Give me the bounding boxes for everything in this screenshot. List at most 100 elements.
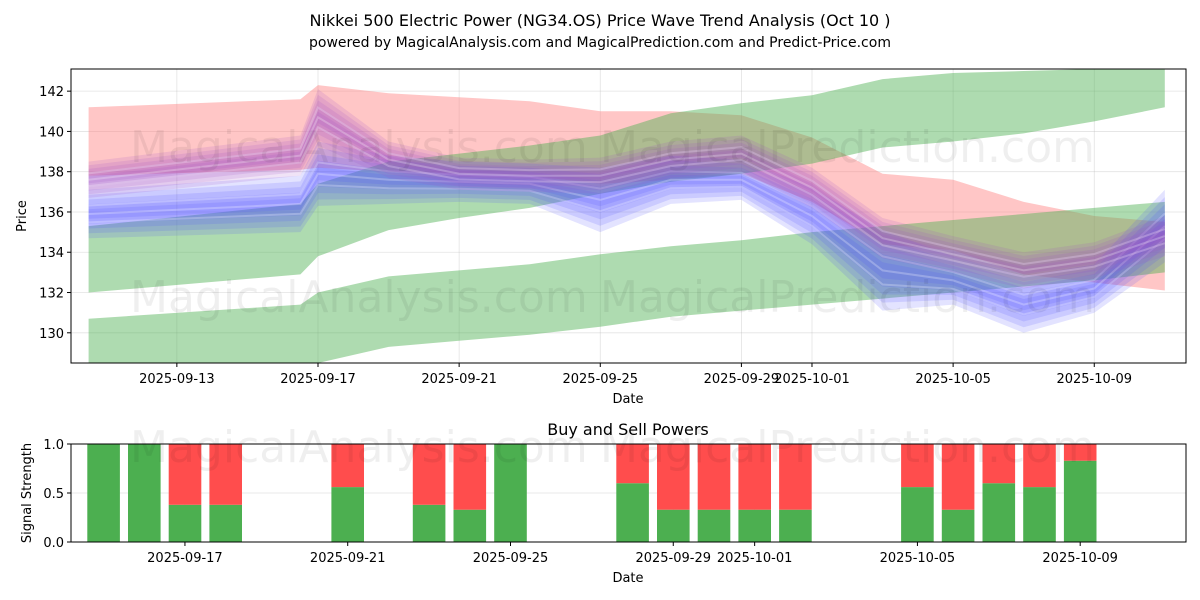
signal-title: Buy and Sell Powers (547, 420, 709, 439)
signal-x-tick-label: 2025-10-05 (880, 551, 956, 566)
price-x-tick-label: 2025-09-13 (139, 372, 215, 387)
sell-bar (1063, 444, 1097, 461)
blue-wave-layer-4 (88, 147, 1165, 328)
price-grid (71, 69, 1186, 363)
buy-bar (901, 487, 934, 542)
buy-bar (168, 504, 202, 542)
price-x-axis: 2025-09-13 2025-09-17 2025-09-21 2025-09-25… (139, 363, 1132, 387)
chart-title: Nikkei 500 Electric Power (NG34.OS) Pric… (309, 11, 890, 30)
purple-wave-layer-3 (88, 100, 1165, 282)
chart-subtitle: powered by MagicalAnalysis.com and Magic… (309, 35, 891, 51)
price-x-tick-label: 2025-09-25 (562, 372, 638, 387)
sell-bar (209, 444, 242, 505)
price-y-tick-label: 132 (39, 287, 64, 302)
sell-bar (697, 444, 731, 510)
purple-wave-streak-0 (88, 125, 1166, 278)
signal-x-tick-label: 2025-10-09 (1042, 551, 1118, 566)
buy-bar (941, 509, 975, 542)
purple-wave-streak-2 (88, 106, 1166, 266)
price-x-tick-label: 2025-09-29 (704, 372, 780, 387)
signal-y-label: Signal Strength (20, 443, 35, 543)
price-x-label: Date (612, 392, 643, 407)
blue-wave-streak-2 (88, 161, 1166, 296)
signal-y-axis: 0.0 0.5 1.0 (43, 438, 71, 551)
price-panel: MagicalAnalysis.com MagicalPrediction.co… (15, 68, 1187, 407)
price-y-tick-label: 130 (39, 327, 64, 342)
buy-bar (453, 509, 487, 542)
sell-bar (1023, 444, 1056, 488)
sell-bar (331, 444, 364, 488)
price-x-tick-label: 2025-10-09 (1056, 372, 1132, 387)
price-y-label: Price (15, 200, 30, 232)
signal-panel: Buy and Sell Powers MagicalAnalysis.com … (20, 420, 1187, 586)
watermark-right-bottom: MagicalPrediction.com (600, 272, 1095, 323)
signal-y-tick-label: 0.5 (43, 487, 64, 502)
sell-bar (779, 444, 812, 510)
signal-x-tick-label: 2025-09-29 (635, 551, 711, 566)
price-y-axis: 130 132 134 136 138 140 142 (39, 85, 71, 342)
sell-bar (657, 444, 690, 510)
buy-bar (697, 509, 731, 542)
blue-wave-streak-0 (88, 183, 1166, 316)
watermark-left-signal: MagicalAnalysis.com (130, 422, 588, 473)
signal-x-tick-label: 2025-09-17 (147, 551, 223, 566)
price-y-tick-label: 134 (39, 246, 64, 261)
watermark-left-top: MagicalAnalysis.com (130, 122, 588, 173)
price-y-tick-label: 140 (39, 125, 64, 140)
signal-x-tick-label: 2025-10-01 (717, 551, 793, 566)
buy-bar (494, 444, 527, 542)
buy-bar (1023, 487, 1056, 542)
sell-bar (738, 444, 771, 510)
purple-wave-streak-1 (88, 115, 1166, 272)
buy-bar (412, 504, 446, 542)
price-x-tick-label: 2025-09-17 (280, 372, 356, 387)
signal-x-tick-label: 2025-09-25 (473, 551, 549, 566)
price-x-tick-label: 2025-09-21 (421, 372, 497, 387)
signal-x-tick-label: 2025-09-21 (310, 551, 386, 566)
green-upper-band (88, 69, 1165, 293)
signal-y-tick-label: 0.0 (43, 536, 64, 551)
price-y-tick-label: 138 (39, 166, 64, 181)
buy-bar (779, 509, 812, 542)
signal-bars (87, 444, 1097, 542)
purple-wave-layer-2 (88, 106, 1165, 278)
red-band (88, 85, 1165, 291)
blue-wave-layer-2 (88, 160, 1165, 316)
sell-bar (453, 444, 487, 510)
buy-bar (1063, 460, 1097, 542)
blue-wave-layer-1 (88, 167, 1165, 311)
sell-bar (616, 444, 649, 484)
purple-wave-layer-4 (88, 94, 1165, 285)
price-plot-frame (70, 68, 1187, 364)
sell-bar (982, 444, 1016, 484)
price-x-tick-label: 2025-10-01 (774, 372, 850, 387)
buy-bar (209, 504, 242, 542)
buy-bar (616, 483, 649, 542)
watermark-right-signal: MagicalPrediction.com (600, 422, 1095, 473)
buy-bar (128, 444, 161, 542)
green-lower-band (88, 201, 1165, 363)
price-y-tick-label: 142 (39, 85, 64, 100)
purple-wave-layer-5 (88, 89, 1165, 289)
blue-wave-streak-1 (88, 172, 1166, 306)
sell-bar (412, 444, 446, 505)
price-bands (88, 69, 1166, 363)
blue-wave-layer-5 (88, 141, 1165, 333)
buy-bar (87, 444, 120, 542)
buy-bar (982, 483, 1016, 542)
watermark-right-top: MagicalPrediction.com (600, 122, 1095, 173)
sell-bar (901, 444, 934, 488)
price-x-tick-label: 2025-10-05 (915, 372, 991, 387)
signal-x-axis: 2025-09-17 2025-09-21 2025-09-25 2025-09-29… (147, 542, 1118, 566)
blue-wave-layer-3 (88, 154, 1165, 322)
sell-bar (168, 444, 202, 505)
sell-bar (941, 444, 975, 510)
buy-bar (738, 509, 771, 542)
signal-y-tick-label: 1.0 (43, 438, 64, 453)
signal-x-label: Date (612, 571, 643, 586)
price-y-tick-label: 136 (39, 206, 64, 221)
watermark-left-bottom: MagicalAnalysis.com (130, 272, 588, 323)
buy-bar (657, 509, 690, 542)
buy-bar (331, 487, 364, 542)
